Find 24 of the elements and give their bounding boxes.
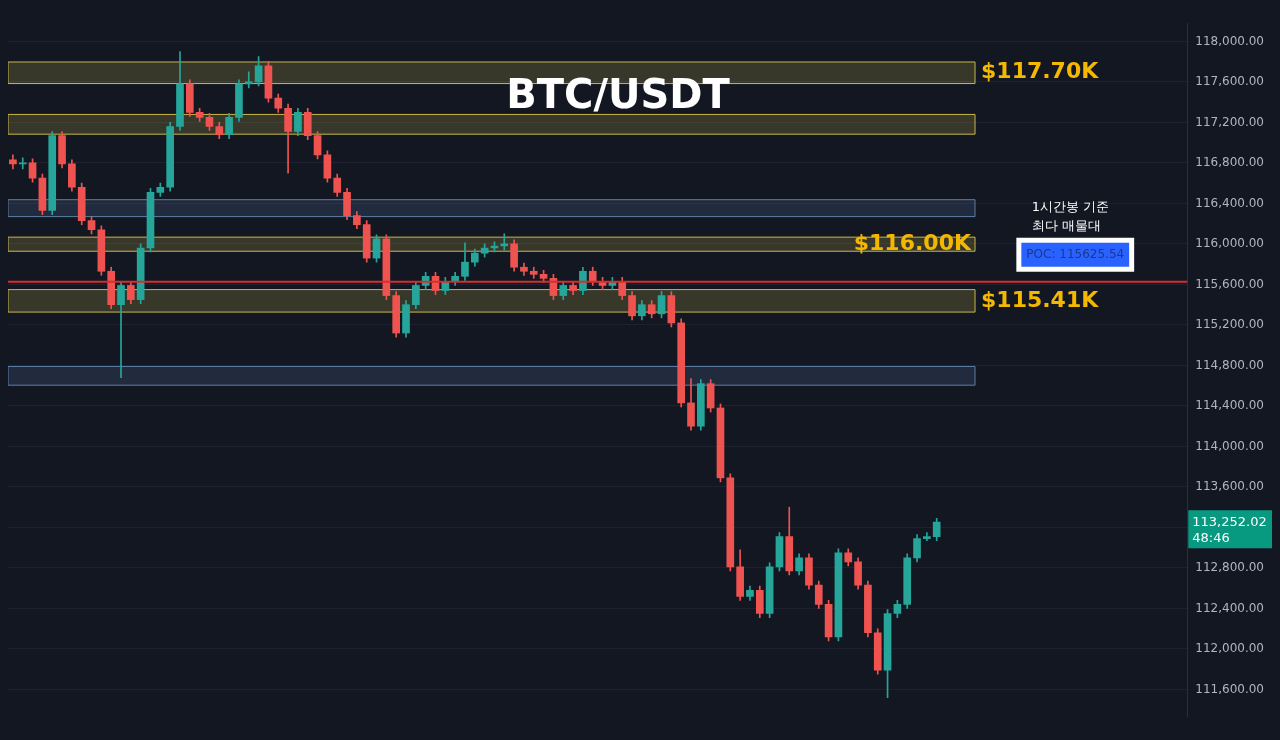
y-tick-label: 116,400.00 <box>1195 195 1265 210</box>
y-tick-label: 116,000.00 <box>1195 236 1265 251</box>
y-tick-label: 111,600.00 <box>1195 681 1265 696</box>
y-tick-label: 114,400.00 <box>1195 398 1265 413</box>
y-tick-label: 112,800.00 <box>1195 560 1265 575</box>
y-tick-label: 117,600.00 <box>1195 74 1265 89</box>
y-tick-label: 112,000.00 <box>1195 641 1265 656</box>
y-tick-label: 115,600.00 <box>1195 276 1265 291</box>
y-tick-label: 115,200.00 <box>1195 317 1265 332</box>
y-tick-label: 117,200.00 <box>1195 114 1265 129</box>
y-tick-label: 116,800.00 <box>1195 155 1265 170</box>
band-label: $117.70K <box>981 58 1100 84</box>
ref-line-label: POC: 115625.54 <box>1026 246 1125 261</box>
annotation: 1시간봉 기준 최다 매물대 <box>1031 199 1110 234</box>
text: 48:46 <box>1192 529 1230 545</box>
y-tick-label: 114,000.00 <box>1195 438 1265 453</box>
band-label: $115.41K <box>981 286 1100 312</box>
text: 113,252.02 <box>1192 513 1267 529</box>
y-tick-label: 114,800.00 <box>1195 357 1265 372</box>
y-tick-label: 118,000.00 <box>1195 33 1265 48</box>
text: BTC/USDT <box>506 71 731 118</box>
y-tick-label: 112,400.00 <box>1195 600 1265 615</box>
band-label: $116.00K <box>853 229 972 255</box>
y-tick-label: 113,600.00 <box>1195 479 1265 494</box>
